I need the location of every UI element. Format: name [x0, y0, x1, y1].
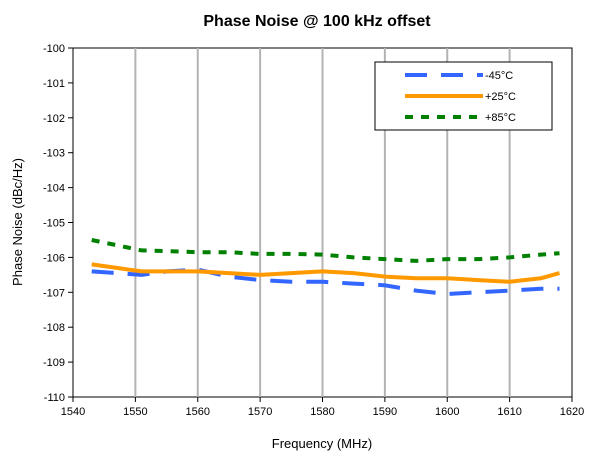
legend-label-1: -45°C — [485, 70, 513, 82]
y-tick-label: -106 — [43, 252, 65, 264]
x-axis-label: Frequency (MHz) — [272, 436, 372, 451]
y-tick-label: -110 — [44, 392, 65, 404]
x-tick-label: 1550 — [123, 406, 147, 418]
chart-title: Phase Noise @ 100 kHz offset — [203, 13, 431, 30]
y-tick-label: -105 — [43, 218, 65, 230]
x-tick-label: 1590 — [373, 406, 397, 418]
axis-ticks: 1540 1550 1560 1570 1580 1590 1600 1610 1620 -100… — [43, 43, 584, 418]
x-tick-label: 1540 — [61, 406, 85, 418]
y-tick-label: -107 — [43, 287, 65, 299]
y-tick-label: -103 — [43, 148, 65, 160]
y-tick-label: -109 — [43, 357, 65, 369]
series-line-3 — [91, 238, 560, 263]
legend-label-2: +25°C — [485, 91, 516, 103]
x-tick-label: 1560 — [186, 406, 210, 418]
legend: -45°C +25°C +85°C — [374, 61, 553, 131]
y-tick-label: -104 — [43, 183, 65, 195]
y-tick-label: -101 — [43, 78, 65, 90]
legend-label-3: +85°C — [485, 112, 516, 124]
series-line-1 — [91, 267, 560, 296]
x-tick-label: 1600 — [435, 406, 459, 418]
y-tick-label: -100 — [43, 43, 65, 55]
series-line-2 — [91, 262, 561, 284]
y-axis-label: Phase Noise (dBc/Hz) — [10, 158, 25, 286]
x-tick-label: 1570 — [248, 406, 272, 418]
x-tick-label: 1620 — [560, 406, 584, 418]
x-tick-label: 1610 — [497, 406, 521, 418]
y-tick-label: -102 — [43, 113, 65, 125]
series-lines — [91, 238, 561, 296]
x-tick-label: 1580 — [310, 406, 334, 418]
y-tick-label: -108 — [43, 322, 65, 334]
